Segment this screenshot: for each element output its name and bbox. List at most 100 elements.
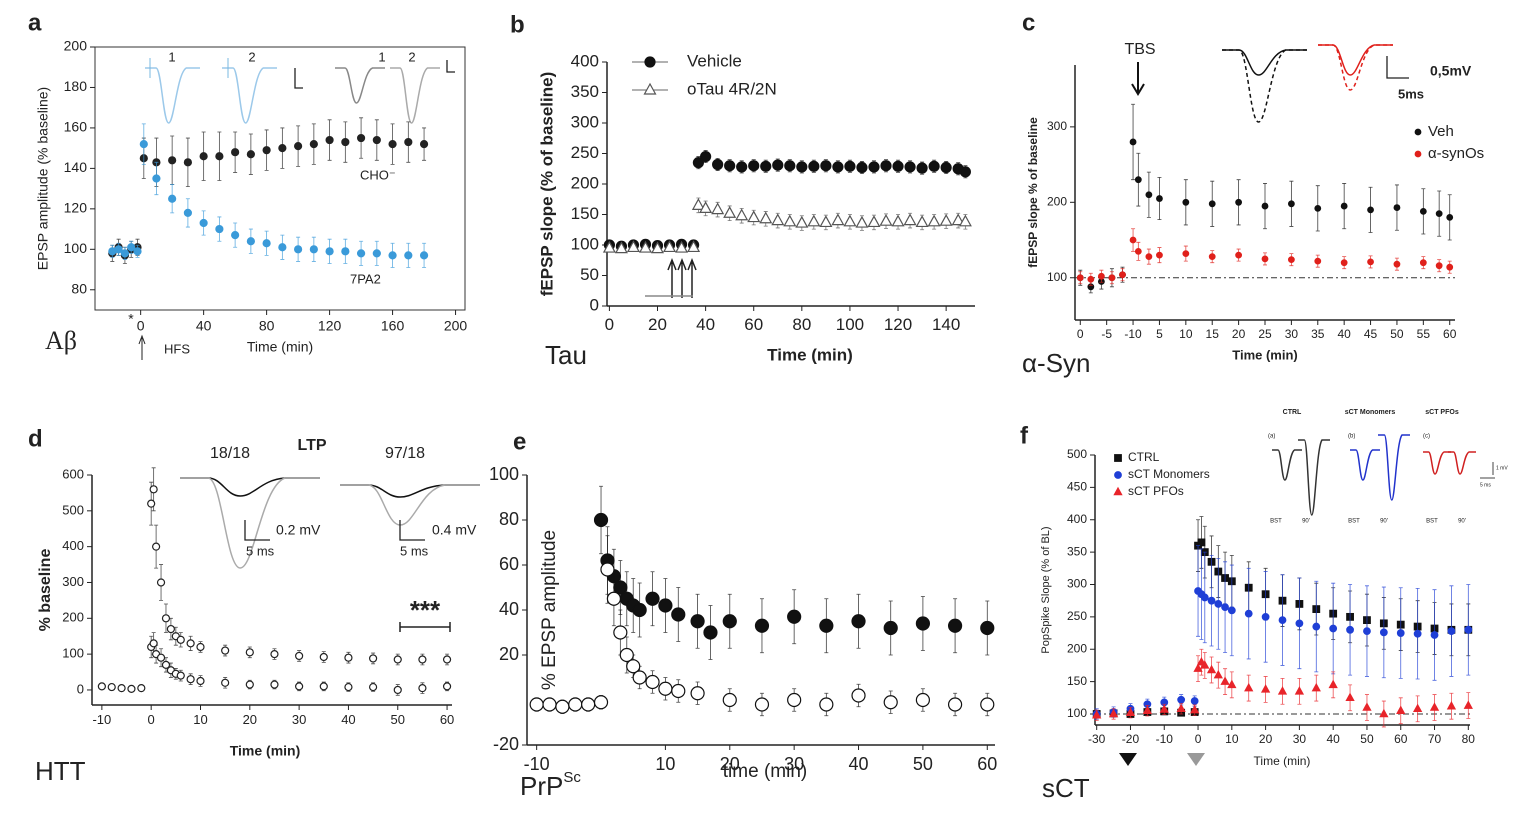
marker [1435, 262, 1443, 270]
marker [807, 214, 821, 227]
marker [915, 215, 929, 228]
marker [133, 247, 142, 256]
trace [1318, 44, 1393, 76]
marker [1145, 253, 1153, 261]
marker [1412, 703, 1423, 713]
marker [892, 160, 904, 172]
marker [880, 160, 892, 172]
legend-label: Veh [1428, 123, 1454, 140]
tbs-arrow [1131, 62, 1145, 96]
x-tick-label: 120 [318, 317, 342, 333]
marker [1287, 256, 1295, 264]
marker [344, 653, 353, 662]
x-tick-label: 35 [1311, 327, 1325, 341]
y-tick-label: 160 [64, 119, 88, 135]
marker [760, 160, 772, 172]
marker [747, 210, 761, 223]
marker [1177, 695, 1186, 704]
marker [626, 659, 641, 674]
x-tick-label: -30 [1088, 732, 1106, 746]
marker [183, 158, 192, 167]
trace [1423, 451, 1451, 475]
marker [120, 249, 130, 258]
x-tick-label: 60 [744, 315, 763, 334]
panel-label: α-Syn [1022, 348, 1091, 378]
marker [262, 239, 271, 248]
marker [1446, 263, 1454, 271]
marker [593, 695, 609, 710]
marker [951, 213, 965, 226]
marker [1314, 257, 1322, 265]
marker [418, 684, 427, 693]
marker [928, 160, 940, 172]
marker [722, 614, 737, 629]
scale-bar [244, 520, 270, 541]
annotation: 90' [1458, 519, 1466, 525]
marker [690, 686, 705, 701]
x-tick-label: 10 [1225, 732, 1239, 746]
marker [529, 697, 544, 712]
legend-label: sCT PFOs [1128, 484, 1184, 498]
x-tick-label: 60 [1394, 732, 1408, 746]
marker [855, 215, 869, 228]
x-tick-label: 50 [391, 712, 405, 727]
x-tick-label: -5 [1101, 327, 1112, 341]
marker [1261, 612, 1270, 621]
marker [168, 156, 177, 165]
marker [703, 625, 718, 640]
legend-label: sCT Monomers [1128, 467, 1210, 481]
x-tick-label: 25 [1258, 327, 1272, 341]
marker [856, 161, 868, 174]
marker [555, 699, 570, 714]
marker [959, 166, 971, 178]
marker [1295, 619, 1304, 628]
y-tick-label: 0 [590, 295, 599, 314]
marker [1097, 272, 1105, 280]
marker [97, 682, 106, 691]
y-tick-label: 200 [62, 610, 84, 625]
marker [915, 616, 931, 631]
marker [1119, 271, 1126, 279]
y-tick-label: 300 [1047, 119, 1067, 133]
marker [1346, 625, 1354, 634]
marker [1244, 609, 1253, 618]
x-tick-label: 45 [1364, 327, 1378, 341]
marker [356, 249, 366, 258]
sig-bar [399, 622, 451, 632]
x-tick-label: 0 [148, 712, 155, 727]
marker [619, 647, 634, 663]
marker [844, 160, 856, 172]
marker [832, 161, 844, 173]
series-label: CHO⁻ [360, 167, 396, 182]
x-tick-label: 40 [341, 712, 355, 727]
marker [754, 618, 770, 633]
marker [663, 240, 677, 253]
marker [152, 174, 161, 183]
marker [699, 201, 713, 213]
y-tick-label: 180 [64, 78, 88, 94]
marker [883, 620, 898, 636]
y-axis-label: fEPSP slope (% of baseline) [537, 72, 556, 297]
marker [1430, 631, 1439, 639]
marker [442, 655, 452, 664]
marker [1208, 200, 1216, 208]
marker [980, 697, 995, 712]
marker [114, 245, 123, 254]
marker [1446, 701, 1457, 710]
marker [1197, 538, 1206, 547]
trace [1318, 44, 1393, 91]
y-tick-label: 100 [62, 646, 84, 661]
marker [262, 146, 271, 155]
marker [723, 206, 737, 218]
y-tick-label: 200 [64, 38, 88, 54]
y-tick-label: 150 [571, 204, 599, 223]
y-tick-label: -20 [493, 734, 519, 754]
marker [916, 162, 928, 174]
marker [1235, 198, 1243, 206]
y-tick-label: 60 [499, 554, 519, 574]
x-tick-label: 20 [243, 712, 257, 727]
marker [1367, 258, 1374, 266]
y-axis-label: % baseline [37, 549, 54, 632]
trace [180, 477, 320, 569]
y-tick-label: 200 [1067, 641, 1087, 655]
